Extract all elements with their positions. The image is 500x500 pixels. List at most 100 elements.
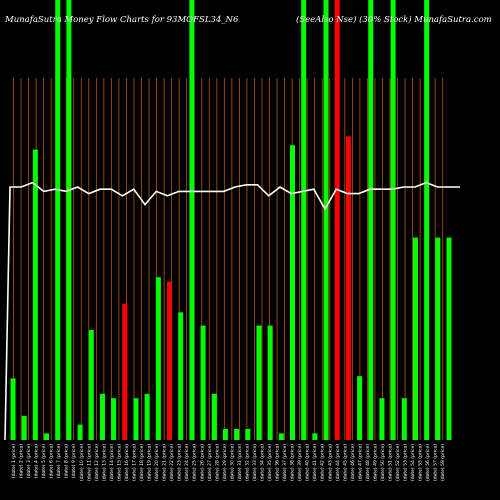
line-layer <box>4 181 460 441</box>
series-line <box>4 181 460 441</box>
bar <box>122 303 128 440</box>
bar <box>99 393 105 440</box>
x-tick-label: (date) 46 (price) <box>350 444 356 481</box>
x-tick-label: (date) 8 (price) <box>64 444 70 478</box>
x-tick-label: (date) 20 (price) <box>154 444 160 481</box>
x-tick-label: (date) 5 (price) <box>41 444 47 478</box>
x-tick-label: (date) 49 (price) <box>372 444 378 481</box>
bar <box>111 398 117 440</box>
x-tick-label: (date) 44 (price) <box>335 444 341 481</box>
x-tick-label: (date) 19 (price) <box>147 444 153 481</box>
x-tick-label: (date) 35 (price) <box>267 444 273 481</box>
bar <box>345 136 351 440</box>
x-tick-label: (date) 34 (price) <box>259 444 265 481</box>
tick-layer: (date) 1 (price) (date) 2 (price) (date) 3… <box>11 444 446 481</box>
bar <box>44 433 50 440</box>
x-tick-label: (date) 40 (price) <box>305 444 311 481</box>
bar <box>77 424 83 440</box>
bar <box>144 393 150 440</box>
bar <box>357 376 363 440</box>
bar <box>21 415 27 440</box>
bar <box>66 0 72 440</box>
x-tick-label: (date) 58 (price) <box>440 444 446 481</box>
x-tick-label: (date) 50 (price) <box>380 444 386 481</box>
x-tick-label: (date) 9 (price) <box>71 444 77 478</box>
bar <box>234 429 240 440</box>
bar <box>10 378 16 440</box>
x-tick-label: (date) 32 (price) <box>244 444 250 481</box>
bar <box>435 237 441 440</box>
bar <box>222 429 228 440</box>
x-tick-label: (date) 41 (price) <box>312 444 318 481</box>
bar <box>200 325 206 440</box>
x-tick-label: (date) 36 (price) <box>275 444 281 481</box>
x-tick-label: (date) 14 (price) <box>109 444 115 481</box>
x-tick-label: (date) 31 (price) <box>237 444 243 481</box>
x-tick-label: (date) 24 (price) <box>184 444 190 481</box>
x-tick-label: (date) 51 (price) <box>388 444 394 481</box>
x-tick-label: (date) 27 (price) <box>207 444 213 481</box>
bar <box>245 429 251 440</box>
bar <box>290 145 295 440</box>
x-tick-label: (date) 16 (price) <box>124 444 130 481</box>
x-tick-label: (date) 17 (price) <box>131 444 137 481</box>
x-tick-label: (date) 3 (price) <box>26 444 32 478</box>
x-tick-label: (date) 38 (price) <box>290 444 296 481</box>
x-tick-label: (date) 29 (price) <box>222 444 228 481</box>
bar <box>32 149 38 440</box>
bar <box>88 330 94 440</box>
bar <box>211 393 217 440</box>
x-tick-label: (date) 2 (price) <box>19 444 25 478</box>
bar <box>390 0 396 440</box>
bar <box>323 0 329 440</box>
x-tick-label: (date) 12 (price) <box>94 444 100 481</box>
x-tick-label: (date) 42 (price) <box>320 444 326 481</box>
x-tick-label: (date) 10 (price) <box>79 444 85 481</box>
x-tick-label: (date) 54 (price) <box>410 444 416 481</box>
bar <box>379 398 385 440</box>
x-tick-label: (date) 30 (price) <box>229 444 235 481</box>
x-tick-label: (date) 33 (price) <box>252 444 258 481</box>
x-tick-label: (date) 48 (price) <box>365 444 371 481</box>
x-tick-label: (date) 15 (price) <box>116 444 122 481</box>
x-tick-label: (date) 45 (price) <box>342 444 348 481</box>
x-tick-label: (date) 25 (price) <box>192 444 198 481</box>
bar <box>133 398 139 440</box>
bar <box>368 0 374 440</box>
chart-title-left: MunafaSutra Money Flow Charts for 93MOFS… <box>4 15 239 25</box>
bar <box>312 433 318 440</box>
bar <box>301 0 307 440</box>
x-tick-label: (date) 39 (price) <box>297 444 303 481</box>
bar <box>55 0 61 440</box>
x-tick-label: (date) 28 (price) <box>214 444 220 481</box>
bar <box>167 281 173 440</box>
bar <box>446 237 452 440</box>
x-tick-label: (date) 7 (price) <box>56 444 62 478</box>
x-tick-label: (date) 23 (price) <box>177 444 183 481</box>
bar <box>267 325 273 440</box>
x-tick-label: (date) 53 (price) <box>403 444 409 481</box>
x-tick-label: (date) 6 (price) <box>49 444 55 478</box>
bar <box>189 0 195 440</box>
bar <box>178 312 184 440</box>
x-tick-label: (date) 13 (price) <box>101 444 107 481</box>
bar <box>412 237 418 440</box>
chart-title-right: (SeeAlso Nse) (30% Stock) MunafaSutra.co… <box>296 14 492 25</box>
bar <box>334 0 340 440</box>
x-tick-label: (date) 52 (price) <box>395 444 401 481</box>
x-tick-label: (date) 11 (price) <box>86 444 92 481</box>
x-tick-label: (date) 1 (price) <box>11 444 17 478</box>
x-tick-label: (date) 47 (price) <box>357 444 363 481</box>
bar <box>401 398 407 440</box>
x-tick-label: (date) 4 (price) <box>34 444 40 478</box>
bar <box>278 433 284 440</box>
x-tick-label: (date) 55 (price) <box>418 444 424 481</box>
x-tick-label: (date) 26 (price) <box>199 444 205 481</box>
bar-layer <box>10 0 452 440</box>
x-tick-label: (date) 21 (price) <box>162 444 168 481</box>
x-tick-label: (date) 57 (price) <box>433 444 439 481</box>
x-tick-label: (date) 37 (price) <box>282 444 288 481</box>
x-tick-label: (date) 56 (price) <box>425 444 431 481</box>
